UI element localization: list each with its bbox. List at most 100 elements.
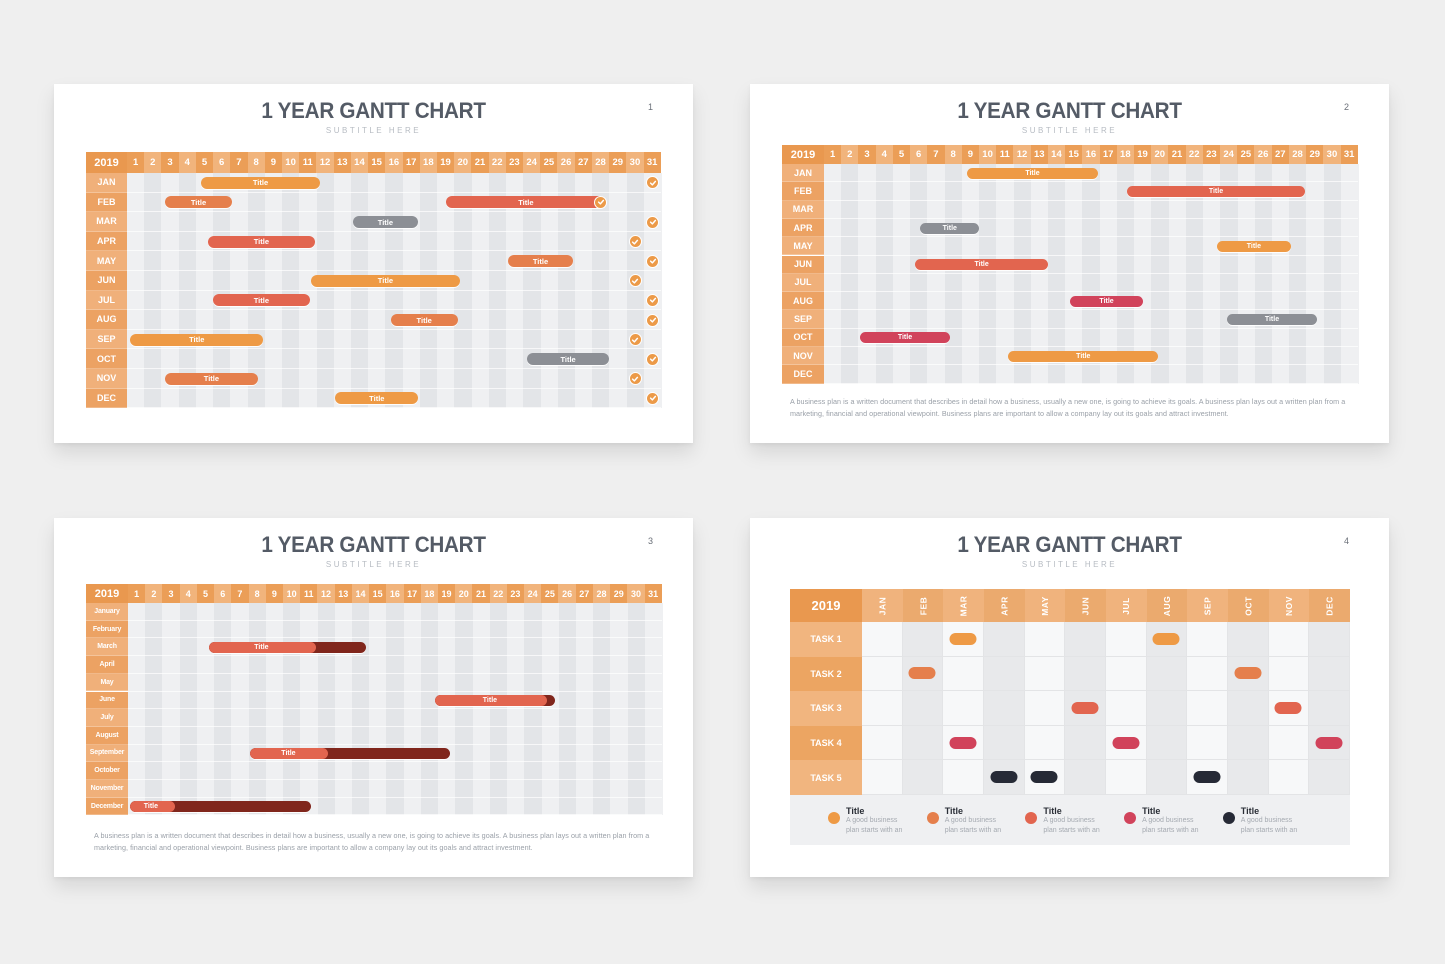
day-header: 22	[489, 584, 507, 603]
gantt-bar[interactable]: Title	[250, 747, 451, 759]
gantt-bar[interactable]: Title	[1127, 185, 1305, 197]
gantt-bar[interactable]: Title	[207, 235, 315, 248]
day-header: 18	[420, 584, 438, 603]
gantt-bar[interactable]: Title	[1070, 295, 1143, 307]
month-label: FEB	[86, 192, 127, 213]
month-cell	[862, 760, 903, 795]
day-header: 3	[162, 584, 180, 603]
month-label: March	[86, 638, 128, 657]
month-header-label: MAY	[1039, 595, 1050, 616]
task-marker[interactable]	[1315, 736, 1343, 749]
gantt-bar[interactable]: Title	[390, 314, 458, 326]
row-divider	[127, 270, 662, 271]
day-column	[385, 173, 404, 409]
month-cell	[1227, 622, 1269, 657]
month-label: DEC	[86, 388, 127, 409]
gantt-bar[interactable]: Title	[860, 332, 950, 344]
gantt-bar[interactable]: Title	[335, 392, 419, 405]
task-label: TASK 5	[790, 760, 862, 795]
day-header: 15	[369, 584, 387, 603]
gantt-bar[interactable]: Title	[129, 801, 311, 813]
month-cell	[1105, 691, 1147, 726]
description-text: A business plan is a written document th…	[790, 397, 1346, 418]
day-column	[162, 603, 181, 816]
gantt-bar[interactable]: Title	[1216, 240, 1291, 252]
task-marker[interactable]	[990, 771, 1018, 784]
task-marker[interactable]	[949, 632, 977, 645]
task-marker[interactable]	[1071, 701, 1099, 714]
task-marker[interactable]	[1193, 771, 1221, 784]
row-divider	[824, 236, 1359, 238]
day-column	[161, 173, 180, 409]
task-marker[interactable]	[1234, 667, 1262, 680]
day-header: 4	[875, 145, 893, 164]
gantt-bar[interactable]: Title	[1008, 350, 1159, 362]
month-cell	[1309, 725, 1350, 761]
month-cell	[902, 656, 944, 692]
gantt-bar[interactable]: Title	[213, 294, 310, 307]
day-column	[1030, 164, 1049, 384]
month-header-label: MAR	[958, 595, 969, 616]
bar-label: Title	[416, 315, 432, 325]
day-column	[196, 603, 215, 816]
task-marker[interactable]	[908, 667, 936, 680]
legend-dot-icon	[926, 812, 939, 824]
gantt-bar[interactable]: Title	[1227, 314, 1317, 326]
task-marker[interactable]	[1152, 632, 1180, 645]
gantt-bar[interactable]: Title	[208, 641, 366, 653]
month-cell	[983, 622, 1025, 657]
task-row: TASK 1	[790, 622, 1350, 657]
day-header: 31	[644, 584, 662, 603]
day-column	[1185, 164, 1204, 384]
month-cell	[902, 691, 944, 726]
day-column	[610, 603, 629, 816]
task-marker[interactable]	[1030, 771, 1058, 784]
gantt-bar[interactable]: Title	[445, 196, 606, 209]
day-header: 11	[300, 584, 318, 603]
gantt-bar[interactable]: Title	[311, 274, 460, 287]
task-marker[interactable]	[1274, 701, 1302, 714]
gantt-bar[interactable]: Title	[507, 255, 574, 268]
gantt-bar[interactable]: Title	[915, 259, 1048, 271]
day-header: 1	[128, 584, 146, 603]
bar-label: Title	[1208, 187, 1224, 195]
gantt-bar[interactable]: Title	[920, 222, 980, 234]
legend-title: Title	[1043, 806, 1062, 816]
chart-header: 2019 JAN FEB MAR APR MAY JUN JUL AUG SEP OCT NOV DEC	[790, 589, 1350, 622]
gantt-bar[interactable]: Title	[164, 372, 258, 385]
row-divider	[128, 637, 663, 639]
check-circle-icon	[646, 313, 659, 327]
year-label: 2019	[790, 589, 862, 622]
day-column	[1134, 164, 1152, 384]
gantt-bar[interactable]: Title	[967, 167, 1098, 179]
day-header: 24	[524, 584, 542, 603]
slide-subtitle: SUBTITLE HERE	[325, 126, 422, 135]
month-cell	[1105, 622, 1147, 657]
slide-3: 1 YEAR GANTT CHART SUBTITLE HERE 3 2019 1…	[54, 518, 693, 877]
gantt-bar[interactable]: Title	[164, 196, 233, 209]
day-column	[644, 603, 663, 816]
month-header: APR	[983, 589, 1025, 622]
description-text: A business plan is a written document th…	[94, 831, 650, 852]
legend-dot-icon	[1222, 812, 1235, 824]
gantt-bar[interactable]: Title	[526, 353, 610, 366]
month-cell	[1187, 656, 1228, 692]
day-header: 7	[230, 152, 248, 173]
gantt-bar[interactable]: Title	[434, 694, 556, 706]
month-cell	[902, 622, 944, 657]
month-header: JUL	[1105, 589, 1147, 622]
gantt-bar[interactable]: Title	[130, 333, 264, 346]
day-header: 10	[282, 584, 301, 603]
row-divider	[824, 364, 1359, 366]
day-header: 2	[841, 145, 859, 164]
gantt-bar[interactable]: Title	[201, 176, 320, 189]
task-label: TASK 3	[790, 691, 862, 726]
task-marker[interactable]	[949, 736, 977, 749]
gantt-bar[interactable]: Title	[352, 216, 419, 228]
month-cell	[943, 691, 984, 726]
day-column	[419, 173, 438, 409]
task-marker[interactable]	[1112, 736, 1140, 749]
legend-description: A good business plan starts with an	[944, 817, 1002, 834]
day-header: 18	[1116, 145, 1134, 164]
month-cell	[1065, 691, 1106, 726]
